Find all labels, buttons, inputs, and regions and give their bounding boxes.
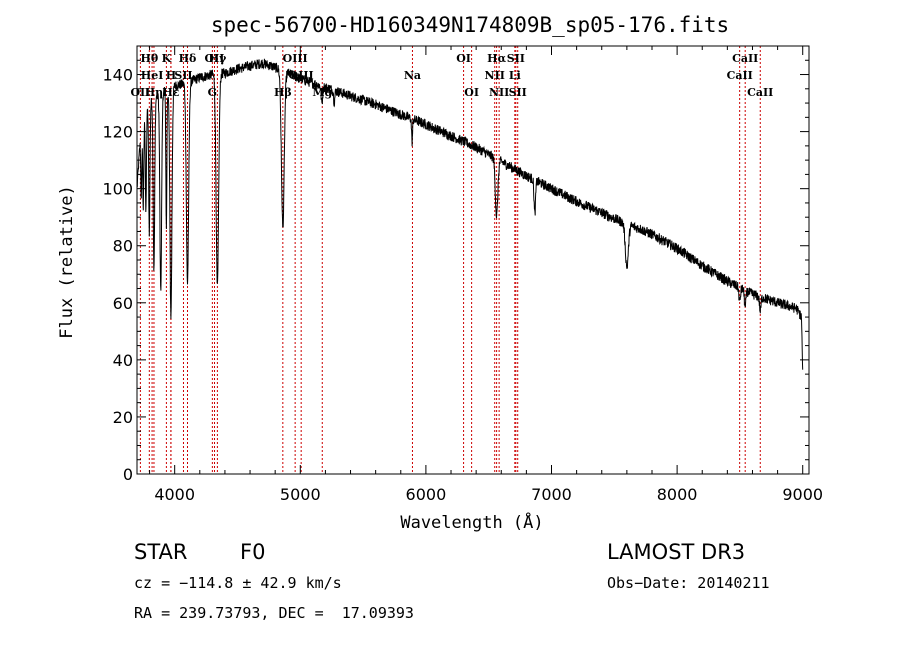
spectral-line-label: SII <box>507 52 525 65</box>
spectral-line-label: Li <box>509 69 521 82</box>
spectral-line-label: CaII <box>747 86 773 99</box>
spectral-line-label: SII <box>174 69 192 82</box>
x-tick-label: 4000 <box>154 485 195 504</box>
spectral-line-label: Hγ <box>209 52 227 65</box>
spectral-line-label: Hδ <box>179 52 197 65</box>
spectral-line-markers <box>139 46 761 474</box>
y-tick-label: 0 <box>123 465 133 484</box>
spectral-line-label: Hθ <box>140 52 158 65</box>
spectral-line-label: K <box>162 52 172 65</box>
obs-date: Obs−Date: 20140211 <box>607 574 770 592</box>
spectral-line-label: CaII <box>732 52 758 65</box>
object-subclass: F0 <box>240 540 266 564</box>
spectral-line-label: NII <box>485 69 505 82</box>
y-tick-label: 80 <box>113 237 133 256</box>
spectral-line-label: OI <box>456 52 471 65</box>
spectral-line-label: OII <box>130 86 150 99</box>
velocity-readout: cz = −114.8 ± 42.9 km/s <box>134 574 342 592</box>
spectral-line-label: G <box>208 86 217 99</box>
x-tick-label: 8000 <box>657 485 698 504</box>
spectral-line-label: SII <box>509 86 527 99</box>
spectral-line-label: Na <box>404 69 421 82</box>
x-axis: 4000 5000 6000 7000 8000 9000 <box>149 46 823 504</box>
x-tick-label: 7000 <box>531 485 572 504</box>
coordinates: RA = 239.73793, DEC = 17.09393 <box>134 604 414 622</box>
x-tick-label: 6000 <box>406 485 447 504</box>
y-tick-label: 120 <box>102 123 133 142</box>
spectral-line-label: Hβ <box>274 86 292 99</box>
spectrum-line <box>136 58 804 370</box>
y-axis: 0 20 40 60 80 100 120 140 <box>102 59 809 484</box>
spectral-line-label: CaII <box>727 69 753 82</box>
spectral-line-label: H <box>166 69 176 82</box>
object-class: STAR <box>134 540 188 564</box>
x-tick-label: 5000 <box>280 485 321 504</box>
spectral-line-label: OII <box>205 52 225 65</box>
plot-frame <box>136 45 810 475</box>
spectral-line-label: OIII <box>283 52 308 65</box>
survey-name: LAMOST DR3 <box>607 540 746 564</box>
spectral-line-label: Hα <box>487 52 506 65</box>
y-tick-label: 60 <box>113 294 133 313</box>
spectral-line-label: HeI <box>141 69 164 82</box>
x-tick-label: 9000 <box>782 485 823 504</box>
y-tick-label: 20 <box>113 408 133 427</box>
spectral-line-label: Hη <box>145 86 163 99</box>
y-axis-label: Flux (relative) <box>57 185 77 339</box>
spectral-line-label: NII <box>489 86 509 99</box>
y-tick-label: 140 <box>102 66 133 85</box>
y-tick-label: 40 <box>113 351 133 370</box>
spectral-line-label: OI <box>464 86 479 99</box>
x-axis-label: Wavelength (Å) <box>400 511 543 533</box>
spectral-line-labels: HθHeIOIIHηKHHεHδSIIOIIGHγHβOIIIOIIIMgNaO… <box>130 52 773 99</box>
chart-title: spec-56700-HD160349N174809B_sp05-176.fit… <box>211 13 729 37</box>
y-tick-label: 100 <box>102 180 133 199</box>
